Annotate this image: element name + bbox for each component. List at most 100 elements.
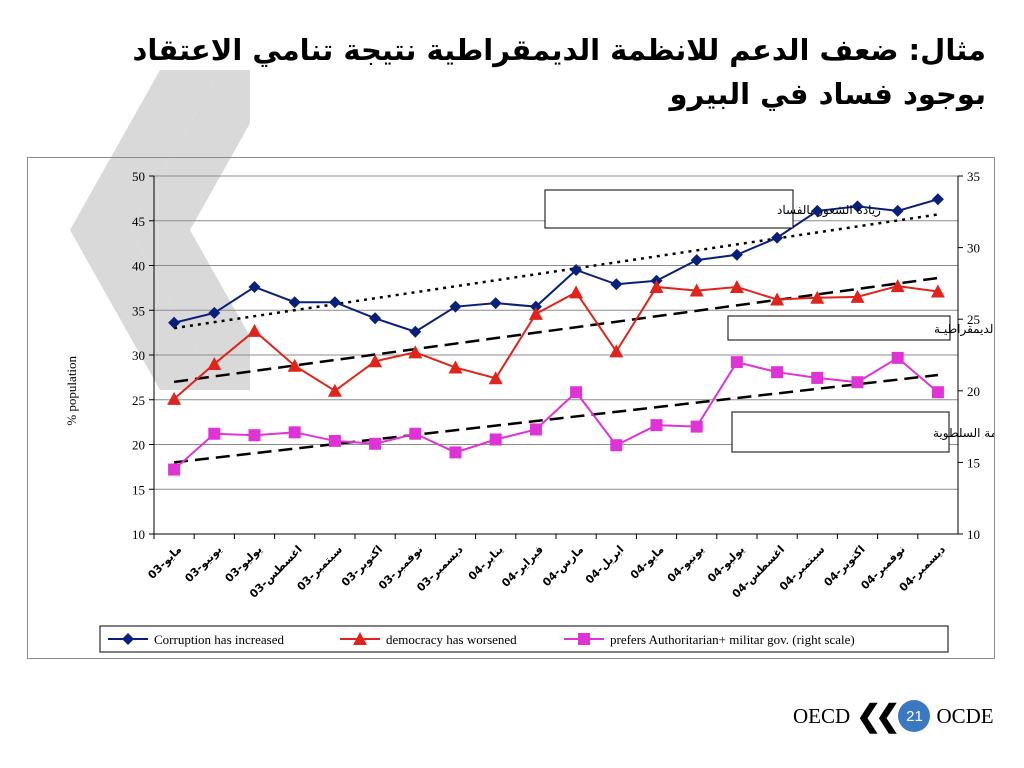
right-tick-label: 30 — [967, 241, 980, 256]
right-tick-label: 20 — [967, 384, 980, 399]
data-point — [730, 356, 743, 369]
data-point — [168, 316, 181, 329]
data-point — [610, 439, 623, 452]
data-point — [729, 279, 744, 293]
data-point — [207, 356, 222, 370]
data-point — [771, 366, 784, 379]
data-point — [449, 300, 462, 313]
data-point — [287, 358, 302, 372]
page-number-badge: 21 — [898, 700, 931, 732]
data-point — [770, 292, 785, 306]
x-tick-label: مايو-03 — [145, 543, 184, 582]
legend-marker — [578, 633, 590, 645]
slide-title-line1: مثال: ضعف الدعم للانظمة الديمقراطية نتيج… — [132, 33, 986, 67]
data-point — [569, 285, 584, 299]
trendline — [173, 373, 939, 464]
right-tick-label: 10 — [967, 527, 980, 542]
slide-title: مثال: ضعف الدعم للانظمة الديمقراطية نتيج… — [86, 28, 986, 116]
left-axis-title: % population — [64, 355, 79, 425]
data-point — [851, 376, 864, 389]
left-tick-label: 10 — [132, 527, 145, 542]
data-point — [891, 351, 904, 364]
data-point — [327, 383, 342, 397]
footer-ocde-text: OCDE — [936, 703, 994, 728]
footer-oecd-text: OECD — [793, 703, 851, 728]
left-tick-label: 35 — [132, 303, 145, 318]
right-tick-label: 25 — [967, 312, 980, 327]
left-tick-label: 40 — [132, 259, 145, 274]
x-tick-label: يونيو-03 — [182, 543, 224, 585]
data-point — [528, 306, 543, 320]
left-tick-label: 15 — [132, 482, 145, 497]
annotation-box — [731, 411, 950, 453]
data-point — [288, 296, 301, 309]
legend-marker — [122, 633, 134, 645]
left-tick-label: 50 — [132, 169, 145, 184]
legend-marker — [353, 632, 367, 645]
legend-label: Corruption has increased — [154, 632, 284, 647]
data-point — [610, 278, 623, 291]
left-tick-label: 45 — [132, 214, 145, 229]
annotation-box — [727, 315, 951, 341]
chart-frame: 10 15 20 25 30 35 40 45 50 10 15 20 25 30 35 % populati… — [27, 157, 995, 659]
x-tick-label: مايو-04 — [628, 543, 667, 582]
data-point — [930, 284, 945, 298]
x-tick-label: يوليو-03 — [223, 543, 265, 585]
footer: OECD ❮❮ 21 OCDE — [793, 699, 994, 733]
data-point — [891, 204, 904, 217]
data-point — [409, 325, 422, 338]
oecd-logo-icon: ❮❮ — [856, 699, 900, 733]
data-point — [328, 434, 341, 447]
data-point — [689, 283, 704, 297]
left-tick-label: 25 — [132, 393, 145, 408]
slide-title-line2: بوجود فساد في البيرو — [669, 77, 987, 111]
right-tick-label: 35 — [967, 169, 980, 184]
x-tick-label: يوليو-04 — [705, 543, 747, 585]
data-point — [247, 323, 262, 337]
legend-label: democracy has worsened — [386, 632, 517, 647]
data-point — [810, 290, 825, 304]
data-point — [931, 386, 944, 399]
line-chart: 10 15 20 25 30 35 40 45 50 10 15 20 25 30 35 % populati… — [64, 169, 994, 653]
data-point — [449, 446, 462, 459]
left-tick-label: 30 — [132, 348, 145, 363]
data-point — [811, 204, 824, 217]
x-tick-label: ابريل-04 — [583, 543, 627, 587]
data-point — [650, 419, 663, 432]
data-point — [369, 437, 382, 450]
data-point — [730, 248, 743, 261]
legend-box — [99, 625, 949, 653]
x-tick-label: فبراير-04 — [499, 543, 546, 590]
data-point — [168, 463, 181, 476]
legend-label: prefers Authoritarian+ militar gov. (rig… — [610, 632, 855, 647]
data-point — [931, 193, 944, 206]
data-point — [570, 386, 583, 399]
data-point — [488, 371, 503, 385]
data-point — [328, 296, 341, 309]
trendline — [173, 276, 939, 384]
series-line-3 — [173, 356, 939, 471]
left-tick-label: 20 — [132, 438, 145, 453]
annotation-text: تفضيل الانظمة السلطوية — [933, 426, 994, 441]
x-tick-label: يناير-04 — [466, 543, 506, 583]
data-point — [208, 427, 221, 440]
data-point — [248, 429, 261, 442]
annotation-text: زيادة الشعور بالفساد — [777, 203, 881, 218]
data-point — [448, 360, 463, 374]
data-point — [850, 289, 865, 303]
trendline — [173, 213, 939, 330]
x-tick-label: يونيو-04 — [665, 543, 707, 585]
x-tick-label: مارس-04 — [540, 543, 586, 589]
data-point — [208, 306, 221, 319]
data-point — [690, 254, 703, 267]
data-point — [408, 345, 423, 359]
data-point — [811, 371, 824, 384]
annotation-text: تـراجع الديمقراطيـة — [934, 322, 994, 337]
data-point — [851, 200, 864, 213]
data-point — [690, 420, 703, 433]
data-point — [649, 279, 664, 293]
data-point — [288, 426, 301, 439]
data-point — [369, 312, 382, 325]
data-point — [529, 423, 542, 436]
series-line-1 — [173, 198, 939, 333]
